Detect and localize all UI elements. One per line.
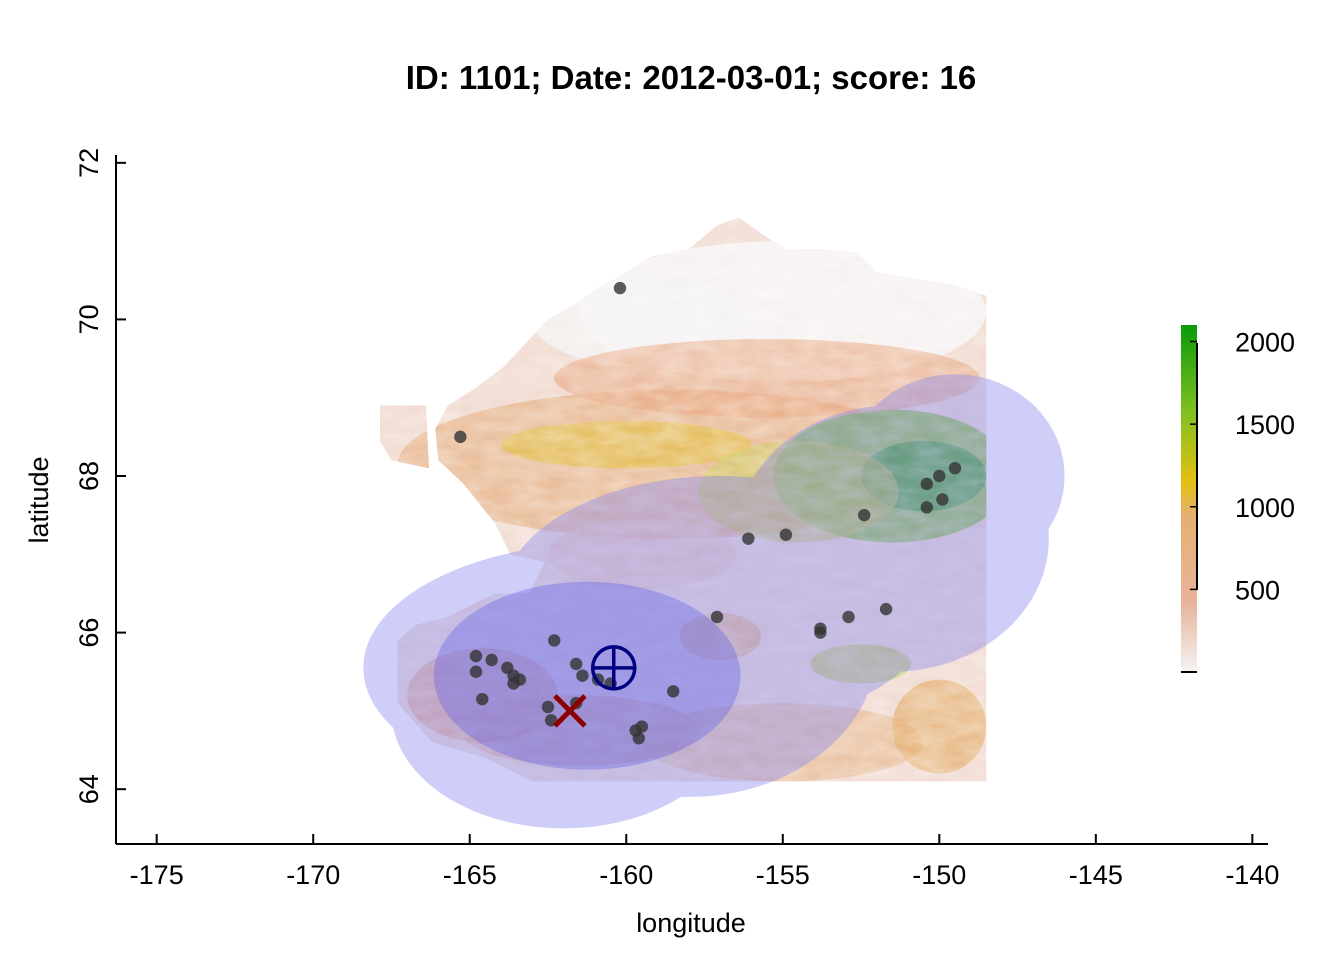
x-tick-label: -160: [599, 860, 653, 890]
estimate-marker: [590, 645, 637, 691]
station-dot: [507, 677, 520, 690]
station-dot: [541, 700, 555, 714]
colorbar-tick-label: 500: [1235, 575, 1280, 605]
zone-ellipse: [501, 476, 940, 727]
colorbar-tick-label: 1500: [1235, 410, 1295, 440]
y-tick-label: 66: [74, 618, 104, 648]
x-tick-label: -150: [912, 860, 966, 890]
station-dot: [635, 720, 649, 733]
station-points: [454, 281, 962, 745]
station-dot: [842, 610, 855, 624]
station-dot: [469, 649, 483, 663]
station-dot: [933, 469, 946, 483]
outer-zone: [363, 374, 1065, 829]
x-tick-label: -175: [130, 860, 184, 890]
station-dot: [569, 657, 583, 671]
y-tick-label: 64: [74, 774, 104, 804]
station-dot: [920, 501, 933, 514]
terrain-raster: [380, 217, 987, 782]
y-tick-label: 68: [74, 461, 104, 491]
station-dot: [667, 685, 680, 698]
station-dot: [469, 665, 483, 678]
station-dot: [613, 281, 627, 295]
colorbar-tick-label: 2000: [1235, 328, 1295, 358]
zone-ellipse: [845, 374, 1065, 578]
station-dot: [632, 732, 645, 745]
elevation-terrain: [380, 217, 987, 782]
station-dot: [936, 493, 949, 506]
x-axis-label: longitude: [636, 908, 746, 938]
location-markers: [553, 645, 637, 728]
station-dot: [485, 653, 498, 667]
zone-ellipse: [501, 499, 877, 798]
zone-ellipse: [735, 405, 1049, 672]
station-dot: [879, 602, 893, 616]
y-axis-label: latitude: [24, 456, 54, 543]
station-dot: [576, 669, 589, 682]
station-dot: [779, 528, 793, 541]
x-tick-label: -170: [286, 860, 340, 890]
station-dot: [948, 461, 962, 475]
true-x-stroke: [553, 694, 587, 728]
station-dot: [814, 626, 827, 639]
y-ticks: 64 66 68 70 72: [74, 148, 126, 804]
axes: -175 -170 -165 -160 -155 -150 -145 -140 64 66 68 7…: [74, 148, 1279, 890]
x-tick-label: -145: [1069, 860, 1123, 890]
x-tick-label: -155: [756, 860, 810, 890]
colorbar-tick-label: 1000: [1235, 493, 1295, 523]
y-tick-label: 72: [74, 148, 104, 178]
station-dot: [710, 610, 724, 624]
colorbar-gradient: [1181, 325, 1197, 672]
colorbar-ticks: 500 1000 1500 2000: [1190, 328, 1295, 605]
true-location-marker: [553, 694, 587, 728]
station-dot: [920, 477, 933, 491]
station-dot: [548, 634, 561, 647]
station-dot: [742, 532, 755, 545]
chart-title: ID: 1101; Date: 2012-03-01; score: 16: [406, 59, 976, 96]
x-tick-label: -140: [1225, 860, 1279, 890]
x-ticks: -175 -170 -165 -160 -155 -150 -145 -140: [130, 834, 1279, 890]
x-tick-label: -165: [443, 860, 497, 890]
station-dot: [476, 692, 489, 706]
station-dot: [454, 430, 467, 444]
y-tick-label: 70: [74, 304, 104, 334]
station-dot: [857, 508, 871, 522]
elevation-colorbar: 500 1000 1500 2000: [1181, 325, 1295, 673]
